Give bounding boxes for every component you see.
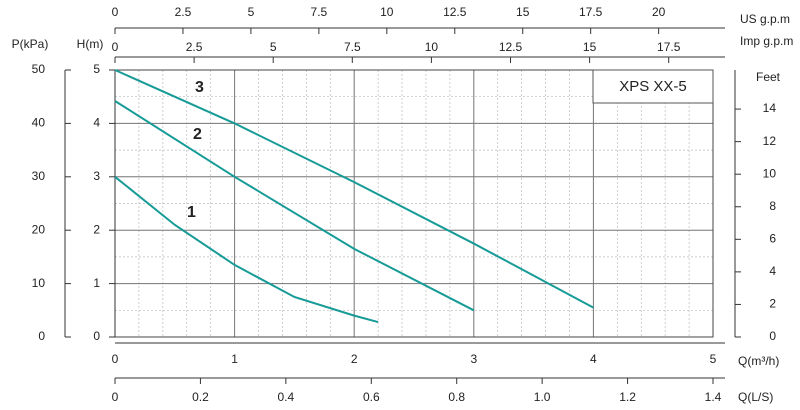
x-tick-label: 5: [710, 352, 717, 366]
x3-tick-label: 2.5: [186, 40, 203, 54]
x3-tick-label: 15: [583, 40, 597, 54]
x4-tick-label: 0.2: [192, 390, 209, 404]
curve-label: 1: [187, 204, 196, 221]
curve-label: 2: [193, 126, 202, 143]
curve: [114, 69, 594, 309]
y3-tick-label: 10: [32, 276, 46, 290]
x2-tick-label: 7.5: [311, 5, 328, 19]
x4-tick-label: 1.0: [534, 390, 551, 404]
x3-label: Imp g.p.m: [740, 34, 793, 48]
x2-tick-label: 5: [248, 5, 255, 19]
x4-tick-label: 0.6: [363, 390, 380, 404]
y3-tick-label: 50: [32, 62, 46, 76]
curve: [114, 176, 379, 324]
y-tick-label: 0: [93, 329, 100, 343]
y3-tick-label: 30: [32, 169, 46, 183]
x3-tick-label: 17.5: [657, 40, 681, 54]
y2-tick-label: 0: [769, 329, 776, 343]
y-tick-label: 1: [93, 276, 100, 290]
x4-label: Q(L/S): [738, 390, 773, 404]
y3-tick-label: 40: [32, 116, 46, 130]
y3-label: P(kPa): [12, 37, 49, 51]
x4-tick-label: 0.4: [278, 390, 295, 404]
x4-tick-label: 0: [112, 390, 119, 404]
x2-tick-label: 20: [652, 5, 666, 19]
curve: [114, 100, 475, 312]
x-label: Q(m³/h): [738, 354, 779, 368]
x2-tick-label: 2.5: [175, 5, 192, 19]
y-tick-label: 2: [93, 222, 100, 236]
y3-tick-label: 20: [32, 222, 46, 236]
x2-tick-label: 0: [112, 5, 119, 19]
x2-tick-label: 10: [380, 5, 394, 19]
y-tick-label: 3: [93, 169, 100, 183]
x-tick-label: 1: [231, 352, 238, 366]
y2-tick-label: 10: [763, 166, 777, 180]
x3-tick-label: 7.5: [344, 40, 361, 54]
y2-tick-label: 14: [763, 101, 777, 115]
y-tick-label: 5: [93, 62, 100, 76]
x3-tick-label: 5: [270, 40, 277, 54]
x-tick-label: 2: [351, 352, 358, 366]
y2-tick-label: 12: [763, 134, 777, 148]
y2-tick-label: 4: [769, 264, 776, 278]
y-tick-label: 4: [93, 116, 100, 130]
y2-tick-label: 2: [769, 297, 776, 311]
title-box: [592, 69, 714, 104]
y2-tick-label: 6: [769, 231, 776, 245]
x2-label: US g.p.m: [740, 12, 790, 26]
x2-tick-label: 12.5: [443, 5, 467, 19]
x-tick-label: 4: [590, 352, 597, 366]
x2-tick-label: 17.5: [579, 5, 603, 19]
x3-tick-label: 10: [425, 40, 439, 54]
y2-label: Feet: [756, 70, 781, 84]
chart-title: XPS XX-5: [619, 78, 687, 95]
x-tick-label: 0: [112, 352, 119, 366]
x4-tick-label: 1.4: [705, 390, 722, 404]
x3-tick-label: 12.5: [499, 40, 523, 54]
plot: 0 2.5 5 7.5 10 12.5 15 17.5 200 2.5 5 7.5 10 12.5 15 17…: [32, 5, 777, 404]
x-tick-label: 3: [470, 352, 477, 366]
x4-tick-label: 1.2: [619, 390, 636, 404]
x2-tick-label: 15: [516, 5, 530, 19]
curve-label: 3: [195, 79, 204, 96]
x4-tick-label: 0.8: [448, 390, 465, 404]
y-label: H(m): [77, 37, 104, 51]
y2-tick-label: 8: [769, 199, 776, 213]
x3-tick-label: 0: [112, 40, 119, 54]
y3-tick-label: 0: [38, 329, 45, 343]
